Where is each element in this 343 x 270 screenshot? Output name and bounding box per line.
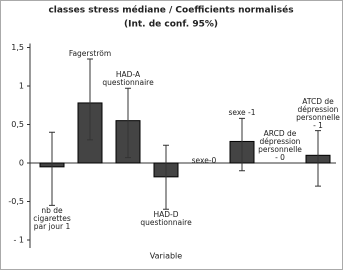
category-label: ARCD de dépression personnelle - 0 — [258, 129, 302, 162]
category-label: HAD-A questionnaire — [102, 70, 154, 88]
error-bar — [125, 87, 131, 159]
error-bar — [87, 58, 93, 141]
x-axis-label: Variable — [150, 252, 182, 261]
error-bar — [239, 117, 245, 172]
y-tick-label: - 1 — [13, 236, 24, 245]
category-label: HAD-D questionnaire — [140, 210, 192, 228]
category-label: sexe-0 — [191, 156, 217, 165]
category-label: sexe -1 — [228, 108, 256, 118]
y-tick-label: -0,5 — [8, 197, 24, 206]
error-bar — [163, 144, 169, 210]
error-bar — [49, 131, 55, 206]
y-tick-label: 1 — [19, 82, 24, 91]
category-label: ATCD de dépression personnelle - 1 — [296, 96, 340, 130]
y-tick-label: 1,5 — [11, 43, 24, 52]
category-label: Fagerström — [68, 49, 112, 59]
y-tick-label: 0,5 — [11, 120, 24, 129]
y-tick-label: 0 — [19, 159, 24, 168]
chart-subtitle: (Int. de conf. 95%) — [124, 20, 218, 30]
chart-title: classes stress médiane / Coefficients no… — [48, 5, 293, 16]
error-bar — [315, 130, 321, 187]
category-label: nb de cigarettes par jour 1 — [33, 206, 71, 232]
